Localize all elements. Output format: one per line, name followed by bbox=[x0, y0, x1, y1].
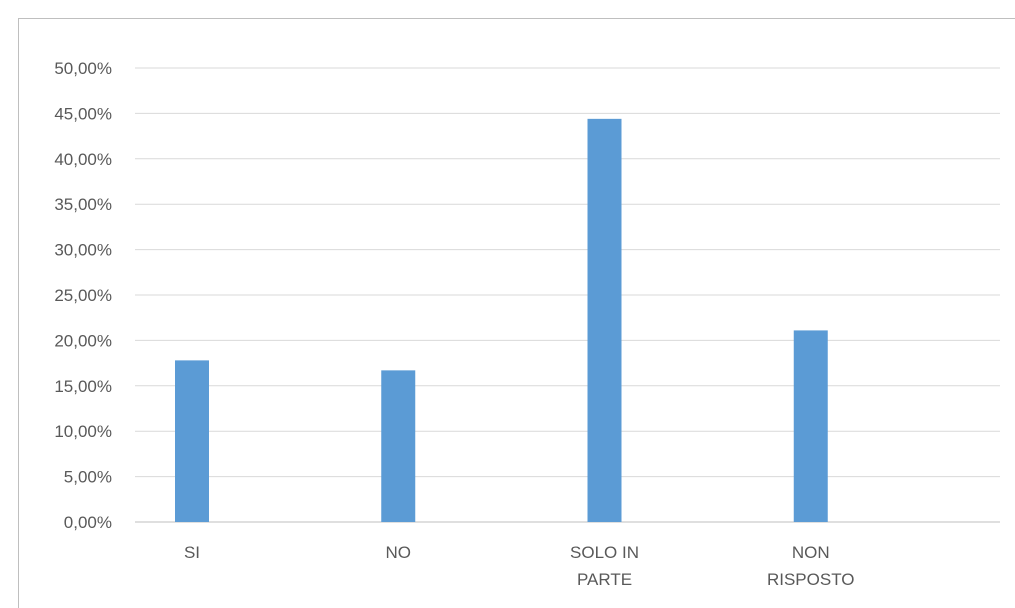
bar bbox=[381, 370, 416, 522]
x-category-label-line: SI bbox=[184, 543, 200, 562]
bar-chart: 0,00% 5,00% 10,00% 15,00% 20,00% 25,00% 30,00%… bbox=[54, 59, 1000, 589]
y-tick-label: 0,00% bbox=[64, 513, 112, 532]
y-tick-label: 25,00% bbox=[54, 286, 112, 305]
x-category-label: SI bbox=[184, 543, 200, 562]
chart-frame bbox=[18, 18, 1015, 608]
y-tick-label: 50,00% bbox=[54, 59, 112, 78]
y-tick-label: 30,00% bbox=[54, 241, 112, 260]
bar bbox=[175, 360, 209, 522]
x-category-label-line: NON bbox=[792, 543, 830, 562]
y-tick-label: 5,00% bbox=[64, 468, 112, 487]
x-category-label-line: SOLO IN bbox=[570, 543, 639, 562]
y-tick-label: 20,00% bbox=[54, 331, 112, 350]
y-tick-label: 15,00% bbox=[54, 377, 112, 396]
x-category-label: NON RISPOSTO bbox=[767, 543, 855, 589]
bar bbox=[793, 330, 828, 522]
y-tick-label: 40,00% bbox=[54, 150, 112, 169]
x-category-label: NO bbox=[386, 543, 412, 562]
x-category-label: SOLO IN PARTE bbox=[570, 543, 639, 589]
x-category-label-line: NO bbox=[386, 543, 412, 562]
x-category-label-line: RISPOSTO bbox=[767, 570, 855, 589]
x-category-label-line: PARTE bbox=[577, 570, 632, 589]
bar bbox=[587, 118, 622, 523]
y-tick-label: 35,00% bbox=[54, 195, 112, 214]
y-tick-label: 45,00% bbox=[54, 104, 112, 123]
y-tick-label: 10,00% bbox=[54, 422, 112, 441]
